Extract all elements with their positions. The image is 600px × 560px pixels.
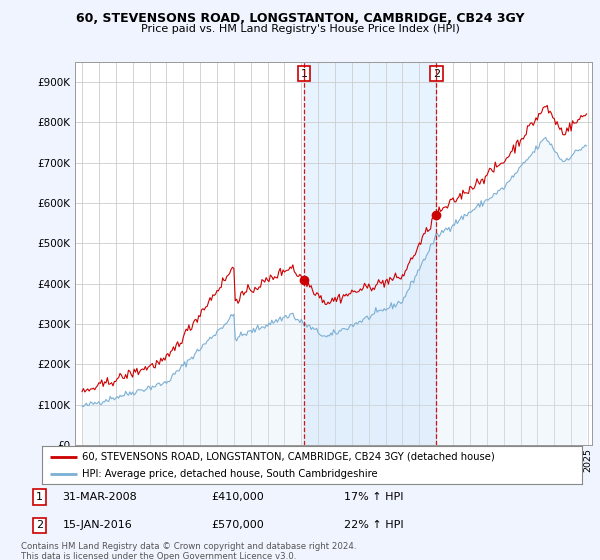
Text: 17% ↑ HPI: 17% ↑ HPI	[344, 492, 404, 502]
Text: 22% ↑ HPI: 22% ↑ HPI	[344, 520, 404, 530]
Bar	[304, 62, 436, 445]
Text: HPI: Average price, detached house, South Cambridgeshire: HPI: Average price, detached house, Sout…	[83, 469, 378, 479]
Text: 1: 1	[36, 492, 43, 502]
Text: 15-JAN-2016: 15-JAN-2016	[62, 520, 133, 530]
Text: 60, STEVENSONS ROAD, LONGSTANTON, CAMBRIDGE, CB24 3GY (detached house): 60, STEVENSONS ROAD, LONGSTANTON, CAMBRI…	[83, 451, 495, 461]
Text: Price paid vs. HM Land Registry's House Price Index (HPI): Price paid vs. HM Land Registry's House …	[140, 24, 460, 34]
Text: 2: 2	[36, 520, 43, 530]
Text: 60, STEVENSONS ROAD, LONGSTANTON, CAMBRIDGE, CB24 3GY: 60, STEVENSONS ROAD, LONGSTANTON, CAMBRI…	[76, 12, 524, 25]
Text: £570,000: £570,000	[212, 520, 265, 530]
Text: 2: 2	[433, 69, 440, 79]
Text: £410,000: £410,000	[212, 492, 265, 502]
Text: Contains HM Land Registry data © Crown copyright and database right 2024.
This d: Contains HM Land Registry data © Crown c…	[21, 542, 356, 560]
Text: 1: 1	[301, 69, 308, 79]
Text: 31-MAR-2008: 31-MAR-2008	[62, 492, 137, 502]
